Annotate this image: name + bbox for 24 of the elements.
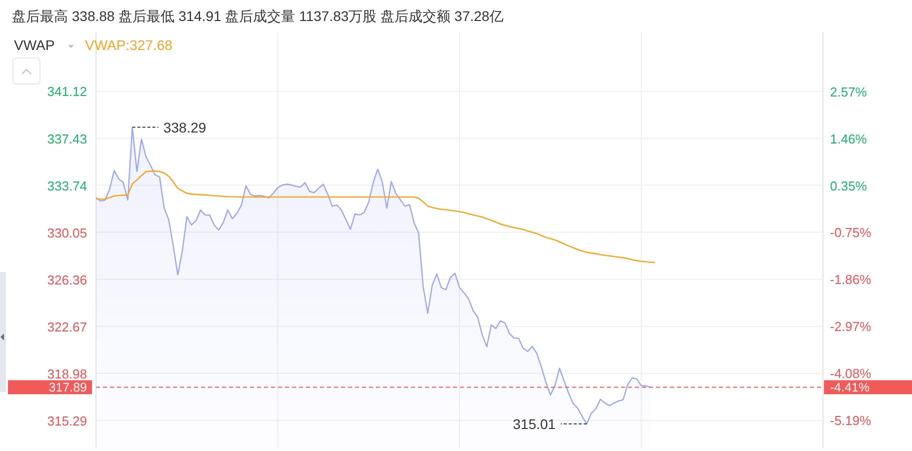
y2-tick-label: -1.86% [830, 272, 872, 287]
text: -4.41% [830, 380, 870, 395]
y-tick-label: 326.36 [47, 272, 87, 288]
y2-tick-label: -5.19% [830, 413, 872, 428]
y-tick-label: 341.12 [47, 84, 87, 100]
y-tick-label: 318.98 [47, 366, 87, 382]
y2-tick-label: 2.57% [830, 84, 868, 100]
y-tick-label: 337.43 [47, 131, 87, 146]
annotation: 315.01 [512, 416, 556, 432]
y2-tick-label: -2.97% [830, 318, 872, 334]
text: VWAP:327.68 [85, 37, 173, 53]
y-tick-label: 333.74 [47, 178, 87, 194]
y2-tick-label: 0.35% [830, 178, 868, 194]
y2-tick-label: 1.46% [830, 131, 868, 146]
chart-title: 盘后最高 338.88 盘后最低 314.91 盘后成交量 1137.83万股 盘后成交额 37.28亿 [12, 8, 504, 24]
line-series [95, 170, 656, 264]
y-tick-label: 322.67 [47, 319, 87, 334]
y-tick-label: 315.29 [47, 413, 87, 428]
y-tick-label: 330.05 [47, 225, 87, 240]
y2-tick-label: -4.08% [830, 366, 872, 382]
ref-line-label: 317.89 [48, 380, 88, 395]
annotation: 338.29 [163, 119, 206, 136]
y2-tick-label: -0.75% [830, 224, 872, 240]
chart-subtitle: VWAP [14, 37, 55, 53]
